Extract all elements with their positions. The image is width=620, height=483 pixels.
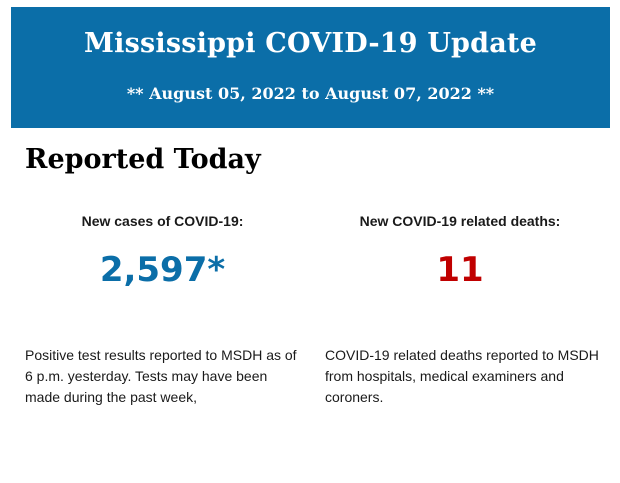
banner-title: Mississippi COVID-19 Update [84, 28, 537, 59]
new-cases-value: 2,597* [99, 250, 226, 290]
deaths-description: COVID-19 related deaths reported to MSDH… [325, 347, 599, 405]
date-range-subtitle: ** August 05, 2022 to August 07, 2022 ** [126, 84, 495, 103]
section-heading: Reported Today [25, 144, 261, 175]
new-cases-label: New cases of COVID-19: [81, 213, 244, 229]
header-banner: Mississippi COVID-19 Update ** August 05… [11, 7, 610, 128]
new-deaths-value: 11 [436, 250, 484, 290]
new-deaths-label: New COVID-19 related deaths: [359, 213, 561, 229]
cases-description: Positive test results reported to MSDH a… [25, 347, 297, 405]
